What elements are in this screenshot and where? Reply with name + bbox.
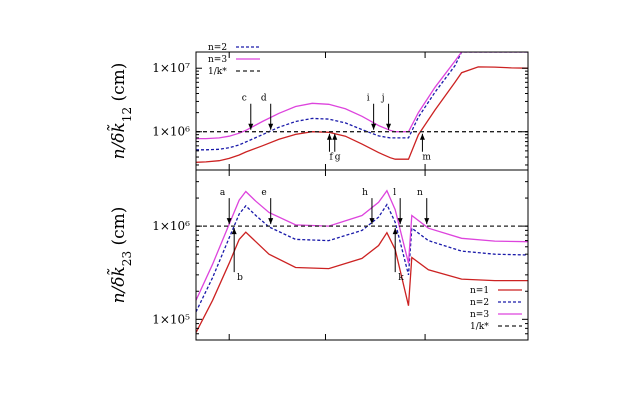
annotation-arrowhead: [248, 123, 254, 130]
annotation-label: h: [362, 188, 368, 198]
series-line-n1: [196, 66, 528, 163]
annotation-label: j: [381, 94, 385, 104]
annotation-label: e: [261, 188, 266, 198]
legend: n=1 n=2 n=3 1/k*: [470, 286, 522, 332]
annotation-arrowhead: [386, 123, 392, 130]
annotation-l: l: [393, 188, 403, 225]
annotation-label: c: [242, 94, 247, 104]
annotation-label: n: [417, 188, 423, 198]
series-line-n1: [196, 231, 528, 333]
annotation-arrowhead: [231, 228, 237, 235]
annotation-arrowhead: [326, 133, 332, 140]
y-axis-label-unit: (cm): [109, 63, 129, 107]
y-axis-label: n/δk̃23 (cm): [107, 207, 134, 304]
annotation-label: a: [220, 188, 226, 198]
y-axis-label-sub: 12: [120, 107, 134, 122]
annotation-label: k: [398, 273, 404, 283]
annotation-f: f: [326, 133, 333, 163]
annotation-arrowhead: [332, 133, 338, 140]
y-tick-label: 1×10⁶: [152, 125, 190, 139]
annotation-arrowhead: [226, 218, 232, 225]
y-axis-label-unit: (cm): [109, 207, 129, 251]
legend-label: n=1: [470, 286, 489, 296]
annotation-i: i: [367, 94, 377, 130]
annotation-g: g: [332, 133, 341, 163]
annotation-label: m: [422, 153, 431, 163]
annotation-arrowhead: [392, 228, 398, 235]
series-line-n3: [196, 189, 528, 301]
legend-label: n=3: [470, 310, 489, 320]
annotation-arrowhead: [371, 123, 377, 130]
annotation-arrowhead: [424, 218, 430, 225]
legend-label: 1/k*: [208, 67, 227, 77]
annotation-d: d: [261, 94, 274, 130]
annotation-label: f: [329, 153, 333, 163]
annotation-m: m: [419, 133, 431, 163]
annotation-k: k: [392, 228, 404, 283]
annotation-label: b: [237, 273, 243, 283]
annotation-arrowhead: [397, 218, 403, 225]
top-panel: 1×10⁶ 1×10⁷ n/δk̃12 (cm) c d f g i j m n=2 n=3 1/k*: [107, 43, 529, 171]
y-axis-label-main: n/δk̃: [107, 122, 129, 159]
y-tick-label: 1×10⁷: [152, 61, 190, 75]
annotation-label: d: [261, 94, 267, 104]
y-axis-label-sub: 23: [120, 251, 134, 266]
annotation-arrowhead: [268, 123, 274, 130]
annotation-arrowhead: [268, 218, 274, 225]
annotation-label: l: [393, 188, 396, 198]
annotation-n: n: [417, 188, 430, 225]
annotation-label: g: [335, 153, 341, 163]
series-line-n3: [196, 52, 528, 140]
annotation-a: a: [220, 188, 232, 225]
annotation-j: j: [381, 94, 392, 130]
series-line-n2: [196, 203, 528, 313]
legend-label: n=2: [208, 43, 227, 53]
annotation-arrowhead: [369, 218, 375, 225]
bottom-panel: 1×10⁵ 1×10⁶ n/δk̃23 (cm) a b e h k l n n=1 n=2 n=3 1/…: [107, 169, 529, 341]
y-axis-label-main: n/δk̃: [107, 266, 129, 303]
annotation-label: i: [367, 94, 370, 104]
annotation-e: e: [261, 188, 274, 225]
legend: n=2 n=3 1/k*: [208, 43, 260, 77]
legend-label: n=3: [208, 55, 227, 65]
series-group: [196, 189, 528, 333]
annotation-h: h: [362, 188, 375, 225]
plot-frame: [195, 169, 529, 341]
y-axis-label: n/δk̃12 (cm): [107, 63, 134, 160]
annotation-b: b: [231, 228, 243, 283]
series-group: [196, 52, 528, 163]
annotation-c: c: [242, 94, 254, 130]
annotation-arrowhead: [419, 133, 425, 140]
y-tick-label: 1×10⁶: [152, 219, 190, 233]
legend-label: 1/k*: [470, 322, 489, 332]
y-tick-label: 1×10⁵: [152, 312, 190, 326]
legend-label: n=2: [470, 298, 489, 308]
